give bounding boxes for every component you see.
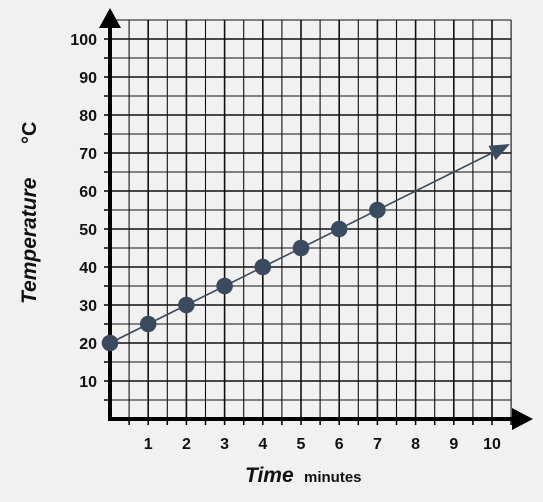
y-tick-label: 30 [79, 298, 97, 315]
x-tick-label: 8 [411, 436, 420, 453]
data-point [216, 277, 233, 295]
x-tick-label: 4 [258, 436, 267, 453]
x-tick-label: 2 [182, 436, 191, 453]
y-axis-arrowhead [99, 8, 121, 28]
y-tick-label: 90 [79, 70, 97, 87]
x-tick-label: 3 [220, 436, 229, 453]
y-tick-label: 20 [79, 336, 97, 353]
data-point [101, 334, 119, 352]
data-point [369, 201, 386, 219]
y-tick-label: 40 [79, 260, 97, 277]
data-point [139, 315, 157, 333]
y-tick-label: 100 [70, 32, 97, 49]
data-point [292, 239, 310, 257]
x-tick-label: 7 [373, 436, 382, 453]
x-tick-label: 10 [483, 436, 501, 453]
y-axis-unit: °C [19, 122, 41, 144]
y-tick-labels: 10 20 30 40 50 60 70 80 90 100 [70, 32, 97, 391]
x-tick-label: 5 [297, 436, 306, 453]
x-tick-label: 9 [449, 436, 458, 453]
trend-line-arrowhead [488, 144, 510, 161]
y-tick-label: 10 [79, 374, 97, 391]
grid-major [110, 20, 512, 419]
y-tick-label: 80 [79, 108, 97, 125]
axes [99, 8, 533, 430]
data-point [178, 296, 195, 314]
data-point [254, 258, 272, 276]
x-tick-label: 1 [144, 436, 153, 453]
grid-minor [110, 19, 512, 419]
trend-line [109, 144, 508, 344]
data-points [101, 201, 386, 352]
x-tick-labels: 1 2 3 4 5 6 7 8 9 10 [144, 436, 501, 453]
data-point [330, 220, 348, 238]
y-tick-label: 50 [79, 222, 97, 239]
x-axis-unit: minutes [304, 469, 362, 486]
y-tick-label: 70 [79, 146, 97, 163]
trend-line-group [109, 144, 510, 344]
x-tick-label: 6 [335, 436, 344, 453]
y-axis-label: Temperature [18, 177, 41, 304]
x-axis-label: Time [245, 464, 294, 487]
x-axis-arrowhead [512, 408, 533, 430]
y-tick-label: 60 [79, 184, 97, 201]
